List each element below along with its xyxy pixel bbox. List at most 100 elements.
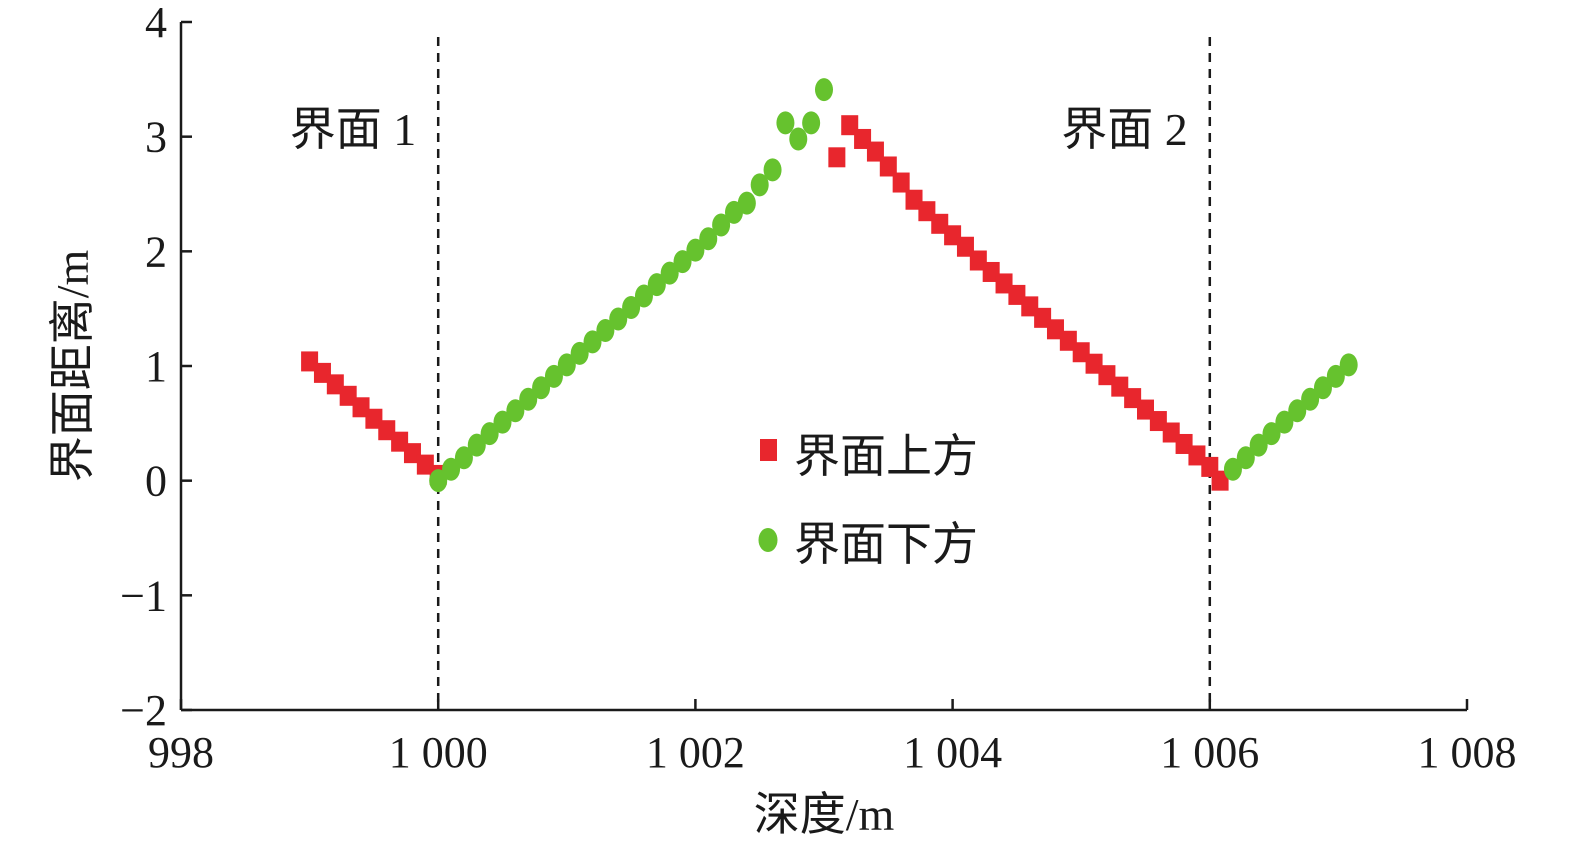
point-below-interface (1301, 387, 1320, 411)
point-above-interface (905, 189, 923, 210)
point-above-interface (892, 172, 910, 193)
point-above-interface (1211, 470, 1229, 491)
point-above-interface (918, 201, 936, 222)
point-below-interface (647, 273, 666, 297)
point-below-interface (737, 191, 756, 215)
interface-1-label: 界面 1 (290, 104, 417, 155)
point-above-interface (1008, 284, 1026, 305)
point-above-interface (1137, 399, 1154, 420)
point-below-interface (1223, 457, 1242, 481)
point-above-interface (1085, 353, 1103, 374)
point-below-interface (686, 238, 705, 262)
x-tick-label: 1 000 (389, 728, 488, 777)
point-below-interface (1236, 446, 1255, 470)
point-below-interface (1249, 433, 1268, 457)
point-above-interface (1034, 307, 1052, 328)
y-tick-label: −2 (120, 686, 167, 735)
point-above-interface (956, 236, 974, 257)
point-above-interface (416, 454, 434, 475)
point-below-interface (519, 387, 538, 411)
x-tick-label: 1 008 (1418, 728, 1517, 777)
point-below-interface (802, 111, 821, 135)
point-below-interface (763, 158, 782, 182)
point-below-interface (454, 446, 473, 470)
point-below-interface (660, 261, 679, 285)
point-below-interface (789, 127, 808, 151)
y-tick-label: 0 (145, 457, 167, 506)
y-tick-label: 1 (145, 342, 167, 391)
point-below-interface (493, 410, 512, 434)
point-below-interface (1339, 353, 1358, 377)
point-above-interface (403, 443, 421, 464)
data-marks (301, 78, 1358, 493)
point-below-interface (1326, 364, 1345, 388)
point-above-interface (301, 351, 319, 372)
point-above-interface (1188, 445, 1206, 466)
point-above-interface (866, 141, 884, 162)
point-below-interface (622, 296, 641, 320)
point-above-interface (1059, 330, 1077, 351)
y-tick-label: 2 (145, 227, 167, 276)
legend-label-below: 界面下方 (794, 519, 978, 570)
reference-lines: 界面 1 界面 2 (290, 37, 1212, 710)
point-below-interface (532, 376, 551, 400)
point-below-interface (506, 399, 525, 423)
point-above-interface (828, 147, 846, 168)
point-below-interface (815, 78, 833, 102)
point-below-interface (442, 457, 461, 481)
point-above-interface (326, 374, 344, 395)
point-above-interface (931, 213, 949, 234)
point-above-interface (982, 261, 1000, 282)
point-above-interface (879, 156, 897, 177)
legend: 界面上方 界面下方 (758, 431, 978, 570)
legend-label-above: 界面上方 (794, 431, 978, 482)
point-above-interface (969, 250, 987, 271)
point-below-interface (1313, 376, 1332, 400)
point-above-interface (1111, 376, 1129, 397)
point-below-interface (544, 364, 563, 388)
y-tick-label: 3 (145, 113, 167, 162)
point-above-interface (1046, 319, 1064, 340)
interface-2-label: 界面 2 (1061, 104, 1188, 155)
x-tick-label: 1 006 (1160, 728, 1259, 777)
point-above-interface (339, 385, 357, 406)
x-tick-label: 1 002 (646, 728, 745, 777)
legend-marker-below (758, 528, 778, 552)
point-above-interface (841, 115, 859, 136)
point-below-interface (634, 284, 653, 308)
y-tick-label: 4 (145, 0, 167, 47)
point-above-interface (1162, 422, 1180, 443)
point-above-interface (1098, 365, 1116, 386)
point-below-interface (750, 173, 769, 197)
point-above-interface (1021, 296, 1039, 317)
legend-marker-above (760, 439, 777, 461)
point-below-interface (712, 213, 731, 237)
point-below-interface (1288, 399, 1307, 423)
point-below-interface (673, 250, 692, 274)
point-above-interface (391, 431, 409, 452)
point-below-interface (570, 341, 589, 365)
point-below-interface (467, 433, 486, 457)
y-tick-label: −1 (120, 571, 167, 620)
ticks: 998 1 000 1 002 1 004 1 006 1 008 −2 −1 0 1 2 3 4 (120, 0, 1516, 777)
point-below-interface (699, 227, 718, 251)
point-below-interface (480, 422, 499, 446)
x-tick-label: 998 (148, 728, 214, 777)
point-above-interface (1149, 411, 1167, 432)
point-below-interface (776, 111, 795, 135)
point-above-interface (995, 273, 1013, 294)
point-below-interface (429, 469, 448, 493)
point-above-interface (313, 362, 331, 383)
point-below-interface (583, 330, 602, 354)
point-above-interface (352, 397, 370, 418)
point-above-interface (944, 225, 962, 246)
point-below-interface (557, 353, 576, 377)
point-above-interface (378, 420, 396, 441)
point-above-interface (854, 128, 872, 149)
x-tick-label: 1 004 (903, 728, 1002, 777)
y-axis-label: 界面距离/m (47, 250, 98, 483)
point-below-interface (1275, 410, 1294, 434)
point-above-interface (365, 408, 383, 429)
x-axis-label: 深度/m (754, 789, 895, 840)
